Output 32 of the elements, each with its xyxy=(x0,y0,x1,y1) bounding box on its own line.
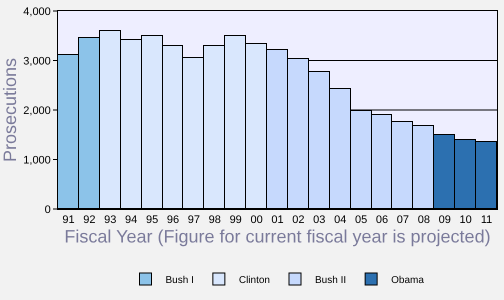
x-tick-label: 09 xyxy=(438,214,451,226)
x-tick-label: 10 xyxy=(460,214,472,226)
y-tick-label: 4,000 xyxy=(23,6,51,18)
x-tick-label: 11 xyxy=(480,214,492,226)
legend-label: Bush I xyxy=(166,274,194,286)
x-tick-label: 04 xyxy=(334,214,346,226)
x-axis-title: Fiscal Year (Figure for current fiscal year is projected) xyxy=(64,226,491,246)
x-tick-label: 99 xyxy=(230,214,242,226)
x-tick-label: 97 xyxy=(188,214,200,226)
x-tick-label: 96 xyxy=(166,214,180,226)
x-tick-label: 02 xyxy=(292,214,305,226)
y-tick-label: 2,000 xyxy=(23,104,51,117)
x-tick-label: 01 xyxy=(271,214,284,226)
legend-label: Bush II xyxy=(315,274,346,286)
x-tick-label: 94 xyxy=(125,214,138,226)
x-tick-label: 06 xyxy=(376,214,388,226)
legend-label: Obama xyxy=(391,274,424,286)
x-tick-label: 95 xyxy=(146,214,158,226)
y-tick-label: 0 xyxy=(44,204,51,216)
x-tick-label: 07 xyxy=(396,214,410,226)
x-tick-label: 91 xyxy=(62,214,75,226)
x-tick-label: 93 xyxy=(104,214,116,226)
x-tick-label: 00 xyxy=(250,214,263,226)
legend-label: Clinton xyxy=(238,274,270,286)
x-tick-label: 98 xyxy=(208,214,221,226)
y-tick-label: 1,000 xyxy=(23,154,51,166)
x-tick-label: 03 xyxy=(313,214,326,226)
y-axis-title: Prosecutions xyxy=(0,58,20,162)
x-tick-label: 08 xyxy=(418,214,430,226)
y-tick-label: 3,000 xyxy=(23,55,51,68)
x-tick-label: 05 xyxy=(354,214,368,226)
x-tick-label: 92 xyxy=(83,214,96,226)
